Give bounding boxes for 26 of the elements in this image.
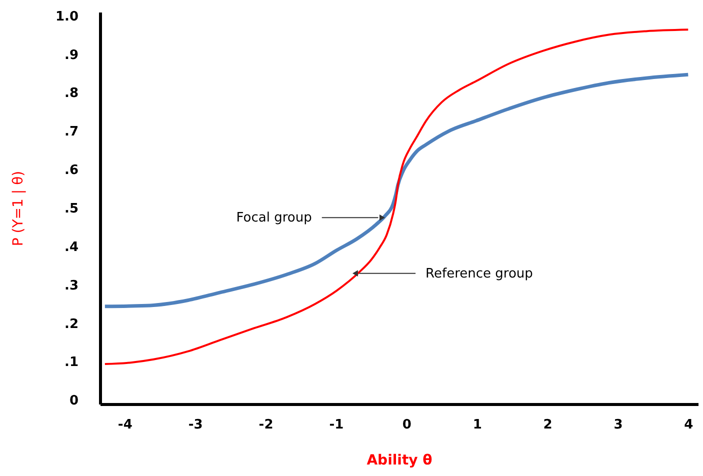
x-tick-label: 2 (543, 418, 552, 432)
x-tick-label: 4 (684, 418, 694, 432)
y-tick-label: .4 (64, 240, 78, 255)
y-tick-label: 1.0 (55, 9, 78, 24)
y-tick-label: .1 (64, 355, 78, 370)
x-tick-label: 1 (472, 418, 482, 432)
x-axis-title: Ability θ (366, 452, 433, 468)
line-series (103, 72, 690, 308)
x-tick-label: -3 (188, 418, 203, 432)
y-tick-label: .2 (64, 316, 78, 332)
y-tick-label: 0 (69, 394, 78, 409)
x-tick-label: -4 (118, 418, 132, 432)
y-tick-label: .7 (64, 124, 78, 140)
x-tick-label: 0 (402, 418, 412, 432)
annotation: Reference group (426, 266, 533, 282)
x-tick-label: -1 (329, 418, 344, 432)
line-series (104, 28, 690, 366)
y-tick-label: .9 (64, 48, 78, 63)
y-tick-label: .8 (64, 86, 78, 102)
y-axis-title: P (Y=1 | θ) (10, 170, 26, 246)
y-tick-label: .6 (64, 163, 78, 178)
x-tick-label: -2 (258, 418, 274, 432)
annotation: Focal group (236, 210, 312, 226)
x-tick-label: 3 (614, 418, 623, 432)
y-tick-label: .3 (64, 278, 78, 294)
y-tick-label: .5 (64, 202, 78, 216)
